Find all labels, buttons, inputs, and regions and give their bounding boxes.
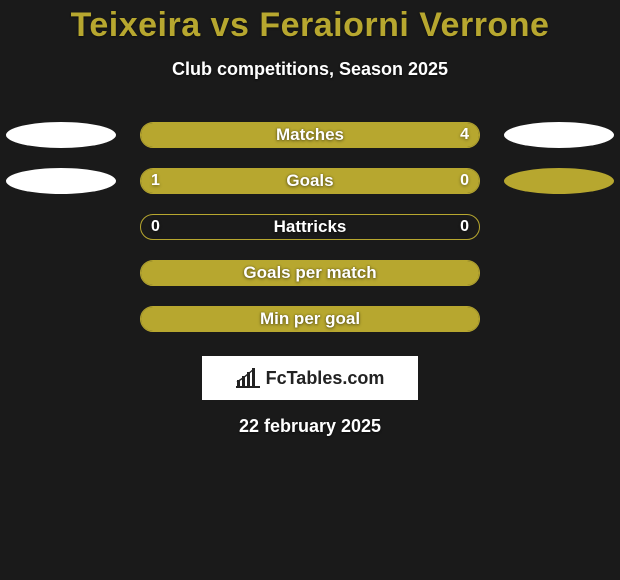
brand-text: FcTables.com xyxy=(266,368,385,389)
stat-row: Goals per match xyxy=(0,260,620,286)
stat-row: 1 Goals 0 xyxy=(0,168,620,194)
left-ellipse xyxy=(6,168,116,194)
stats-rows: Matches 4 1 Goals 0 0 Hattricks xyxy=(0,122,620,332)
left-ellipse xyxy=(6,122,116,148)
stat-row: Matches 4 xyxy=(0,122,620,148)
brand-badge: FcTables.com xyxy=(202,356,418,400)
bar-fill-left xyxy=(141,307,479,331)
bar-fill-right xyxy=(401,169,479,193)
stat-bar: 0 Hattricks 0 xyxy=(140,214,480,240)
bar-fill-left xyxy=(141,169,401,193)
infographic-root: Teixeira vs Feraiorni Verrone Club compe… xyxy=(0,0,620,437)
stat-bar: Matches 4 xyxy=(140,122,480,148)
stat-row: Min per goal xyxy=(0,306,620,332)
stat-bar: Goals per match xyxy=(140,260,480,286)
stat-label: Hattricks xyxy=(141,217,479,237)
date-label: 22 february 2025 xyxy=(239,416,381,437)
bar-fill-left xyxy=(141,261,479,285)
subtitle: Club competitions, Season 2025 xyxy=(172,59,448,80)
bar-fill-left xyxy=(141,123,479,147)
stat-right-value: 0 xyxy=(460,218,469,236)
stat-row: 0 Hattricks 0 xyxy=(0,214,620,240)
stat-left-value: 0 xyxy=(151,218,160,236)
stat-bar: 1 Goals 0 xyxy=(140,168,480,194)
page-title: Teixeira vs Feraiorni Verrone xyxy=(71,6,550,45)
stat-bar: Min per goal xyxy=(140,306,480,332)
bar-chart-icon xyxy=(236,368,260,388)
right-ellipse xyxy=(504,122,614,148)
right-ellipse xyxy=(504,168,614,194)
